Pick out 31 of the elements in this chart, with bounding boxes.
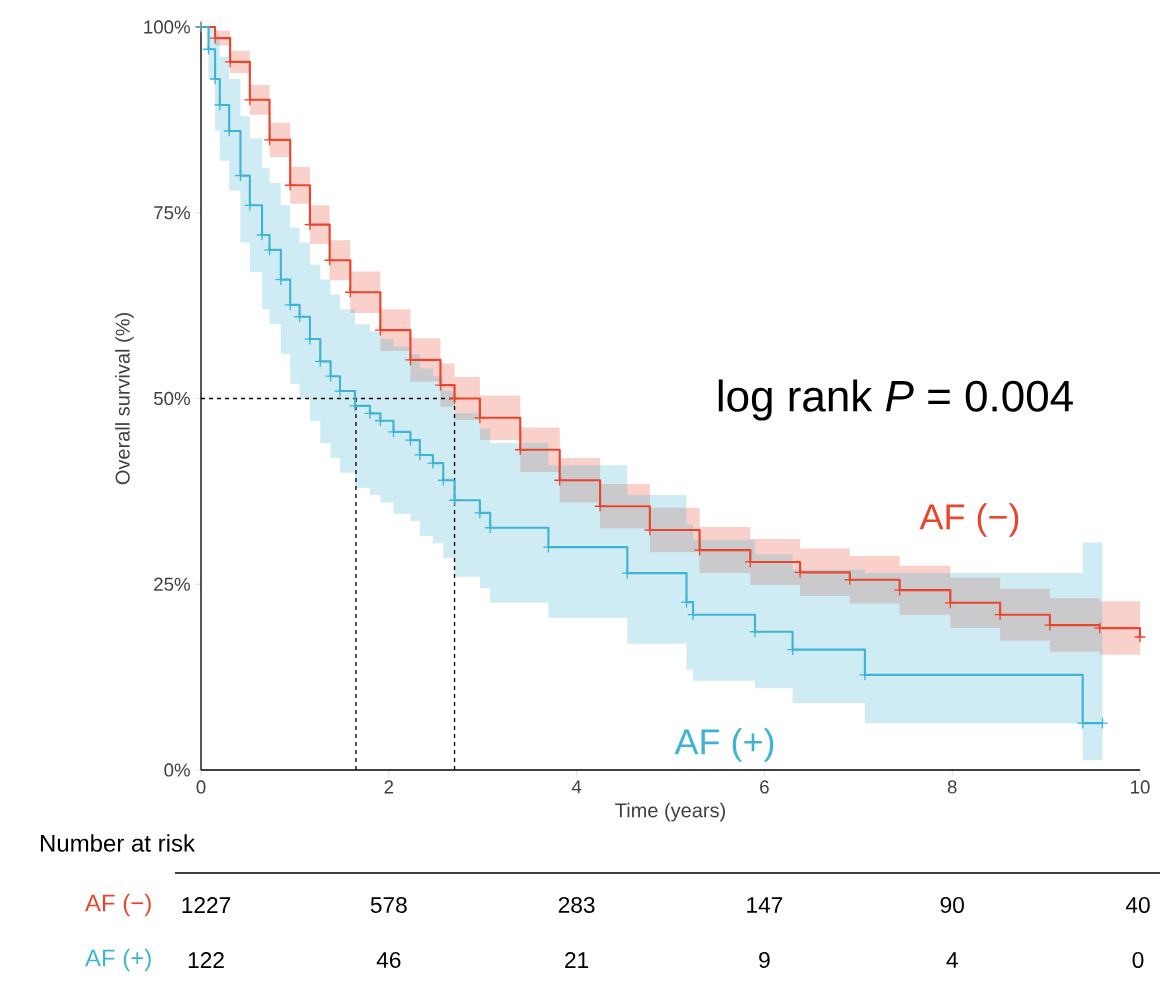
- x-tick-label: 0: [196, 780, 206, 794]
- text: 122: [188, 952, 224, 968]
- text: AF (+): [674, 728, 774, 762]
- text: 283: [558, 896, 595, 914]
- text: 4: [946, 952, 958, 968]
- y-tick-label: 50%: [154, 391, 190, 406]
- y-tick-label: 25%: [154, 577, 190, 591]
- x-tick-label: 4: [571, 780, 582, 794]
- text: 21: [565, 952, 589, 968]
- x-tick-label: 6: [760, 780, 769, 794]
- text: 0: [1132, 951, 1144, 969]
- text: 40: [1125, 896, 1150, 914]
- y-tick-label: 100%: [144, 20, 190, 34]
- text: 90: [940, 896, 964, 914]
- text: Number at risk: [40, 834, 196, 852]
- x-tick-label: 2: [384, 780, 394, 794]
- text: AF (−): [85, 893, 151, 917]
- x-tick-label: 8: [947, 780, 957, 794]
- y-axis-title: Overall survival (%): [115, 313, 134, 485]
- text: 46: [376, 951, 401, 969]
- series-label: AF (−): [919, 503, 1019, 537]
- text: 1227: [182, 897, 231, 913]
- y-tick-label: 0%: [164, 763, 190, 777]
- text: 578: [370, 896, 407, 914]
- text: 147: [747, 897, 783, 913]
- annotation: log rank P = 0.004: [718, 379, 1073, 421]
- x-tick-label: 10: [1131, 780, 1150, 794]
- text: AF (+): [85, 948, 151, 972]
- text: 9: [759, 951, 770, 969]
- y-tick-label: 75%: [154, 206, 190, 220]
- x-axis-title: Time (years): [615, 802, 725, 822]
